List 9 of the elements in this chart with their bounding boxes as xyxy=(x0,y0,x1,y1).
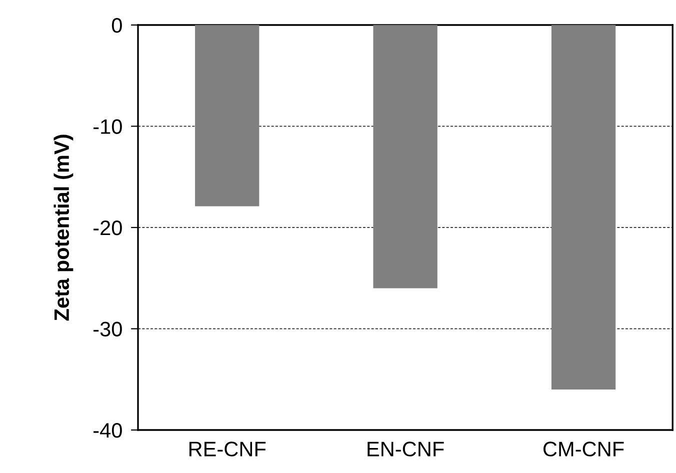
x-tick-label: EN-CNF xyxy=(368,442,444,456)
y-tick-label: -40 xyxy=(94,423,122,438)
x-tick-label: CM-CNF xyxy=(544,442,624,456)
y-tick-label: -20 xyxy=(94,220,122,236)
x-tick-label: RE-CNF xyxy=(189,442,266,456)
y-tick-label: 0 xyxy=(112,18,122,33)
y-axis-title: Zeta potential (mV) xyxy=(54,134,74,321)
y-tick-label: -10 xyxy=(94,119,122,134)
y-tick-label: -30 xyxy=(94,322,122,337)
